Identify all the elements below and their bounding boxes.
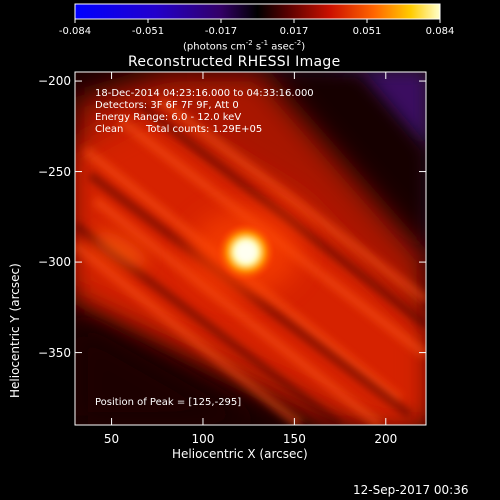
x-tick-label: 50 xyxy=(103,432,120,446)
colorbar-units: (photons cm-2 s-1 asec-2) xyxy=(183,39,306,53)
colorbar-tick-label: 0.051 xyxy=(352,26,382,37)
plot-title: Reconstructed RHESSI Image xyxy=(128,54,341,70)
colorbar-ticks xyxy=(74,19,441,23)
y-tick-label: −200 xyxy=(38,74,71,89)
colorbar-tick-label: -0.084 xyxy=(58,26,92,37)
x-tick-label: 200 xyxy=(374,432,398,446)
y-axis-label: Heliocentric Y (arcsec) xyxy=(8,263,22,398)
total-counts-label: Total counts: 1.29E+05 xyxy=(146,124,263,135)
colorbar-gradient xyxy=(74,3,441,20)
colorbar-tick-label: -0.051 xyxy=(131,26,165,37)
colorbar-tick-label: 0.017 xyxy=(279,26,309,37)
colorbar xyxy=(74,3,441,23)
x-axis-label: Heliocentric X (arcsec) xyxy=(172,447,308,461)
rhessi-image xyxy=(75,72,426,425)
render-date: 12-Sep-2017 00:36 xyxy=(353,483,469,497)
x-tick-label: 100 xyxy=(191,432,215,446)
y-tick-label: −250 xyxy=(38,164,71,179)
colorbar-tick-label: 0.084 xyxy=(425,26,455,37)
detectors-label: Detectors: 3F 6F 7F 9F, Att 0 xyxy=(95,100,239,111)
time-range-label: 18-Dec-2014 04:23:16.000 to 04:33:16.000 xyxy=(95,88,314,99)
energy-range-label: Energy Range: 6.0 - 12.0 keV xyxy=(95,112,242,123)
plot-frame xyxy=(74,71,427,426)
colorbar-tick-label: -0.017 xyxy=(204,26,238,37)
x-tick-label: 150 xyxy=(282,432,306,446)
y-tick-label: −300 xyxy=(38,255,71,270)
clean-label: Clean xyxy=(95,124,124,135)
y-tick-label: −350 xyxy=(38,345,71,360)
peak-position-label: Position of Peak = [125,-295] xyxy=(95,397,242,408)
